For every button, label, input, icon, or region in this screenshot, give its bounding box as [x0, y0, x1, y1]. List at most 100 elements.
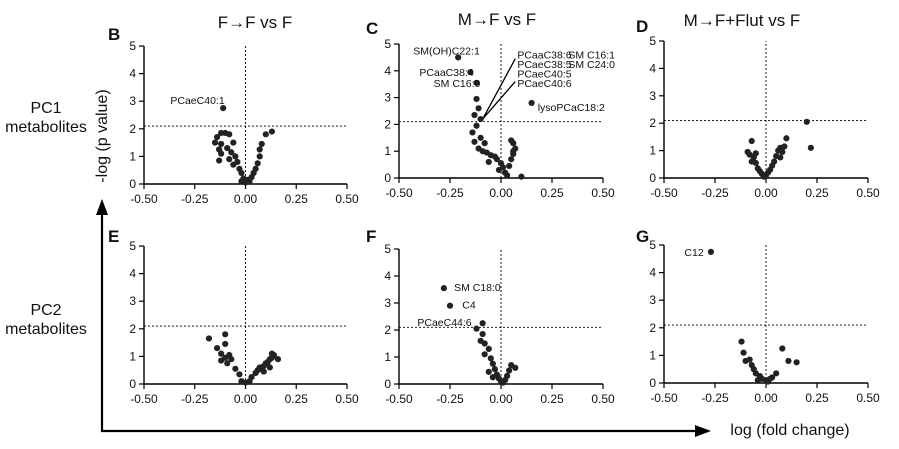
- panel-g-y-tick-label: 3: [649, 293, 656, 307]
- panel-c-annotation: PCaeC40:6: [517, 78, 571, 90]
- panel-f-annotation: C4: [462, 299, 476, 311]
- panel-g-data-point: [779, 345, 786, 352]
- panel-e-x-tick-label: 0.50: [335, 392, 359, 406]
- panel-f-data-point: [489, 360, 496, 367]
- panel-c-y-tick-label: 1: [384, 144, 391, 158]
- panel-c-data-point: [508, 156, 515, 163]
- panel-b-data-point: [238, 169, 245, 177]
- panel-g-data-point: [773, 370, 780, 377]
- panel-f-data-point: [481, 351, 488, 358]
- panel-c-annotation: PCaaC38:4: [419, 67, 473, 79]
- panel-g-data-point: [769, 374, 776, 381]
- panel-e-data-point: [268, 350, 275, 357]
- panel-b-y-tick-label: 5: [129, 39, 136, 53]
- panel-c-annotation: PCaeC38:5: [517, 59, 571, 71]
- panel-e-data-point: [236, 371, 243, 378]
- panel-c-data-point: [495, 166, 503, 174]
- panel-g-y-tick-label: 2: [649, 321, 656, 335]
- panel-c-data-point: [528, 99, 535, 107]
- panel-b-y-tick-label: 3: [129, 94, 136, 108]
- panel-b-data-point: [213, 133, 221, 141]
- panel-d-x-tick-label: 0.50: [856, 186, 880, 200]
- panel-c-annotation: SM(OH)C22:1: [413, 46, 480, 58]
- panel-b-data-point: [226, 131, 233, 138]
- panel-b-data-point: [211, 139, 219, 146]
- panel-g-x-tick-label: 0.00: [754, 391, 778, 405]
- panel-f-annotation: SM C18:0: [454, 282, 501, 294]
- panel-d-letter: D: [636, 17, 648, 36]
- panel-c-x-tick-label: -0.25: [436, 186, 464, 200]
- panel-c-x-tick-label: 0.50: [591, 186, 615, 200]
- panel-f-x-tick-label: 0.00: [489, 392, 513, 406]
- panel-e-data-point: [224, 360, 231, 367]
- panels: B 0 1 2 3 4 5 -0.50 -0.25 0.00 0.25 0.50 PCaeC40:1 C 0…: [108, 17, 880, 406]
- panel-d-x-tick-label: -0.50: [650, 186, 678, 200]
- panel-c-data-point: [477, 115, 484, 123]
- panel-g-letter: G: [636, 227, 649, 246]
- panel-f-letter: F: [366, 227, 376, 246]
- panel-b-x-tick-label: -0.50: [130, 192, 158, 206]
- panel-d-data-point: [771, 158, 778, 165]
- y-axis-arrow-head: [96, 199, 108, 215]
- panel-d-data-point: [748, 158, 755, 165]
- panel-d-data-point: [803, 118, 810, 125]
- panel-c-data-point: [467, 69, 474, 76]
- panel-f-x-tick-label: 0.50: [591, 392, 615, 406]
- panel-f-data-point: [479, 330, 486, 338]
- panel-f-data-point: [489, 374, 496, 381]
- panel-g: G 0 1 2 3 4 5 -0.50 -0.25 0.00 0.25 0.50 C12: [636, 227, 880, 405]
- panel-c-x-tick-label: -0.50: [385, 186, 413, 200]
- panel-c-data-point: [455, 54, 462, 61]
- panel-d-x-tick-label: -0.25: [701, 186, 729, 200]
- panel-c: C 0 1 2 3 4 5 -0.50 -0.25 0.00 0.25 0.50 SM(OH)C22:1…: [366, 19, 615, 200]
- panel-d-data-point: [781, 143, 788, 150]
- panel-e-data-point: [232, 365, 239, 372]
- panel-f-x-tick-label: -0.25: [436, 392, 464, 406]
- panel-e-x-tick-label: 0.00: [234, 392, 258, 406]
- panel-b-y-tick-label: 4: [129, 67, 136, 81]
- column-title-1: F→F vs F: [218, 13, 293, 32]
- panel-g-y-tick-label: 1: [649, 348, 656, 362]
- panel-b-data-point: [230, 161, 237, 168]
- panel-e-data-point: [260, 368, 267, 375]
- panel-c-x-tick-label: 0.00: [489, 186, 513, 200]
- panel-b-data-point: [220, 105, 227, 112]
- panel-c-annotation: SM C24:0: [568, 59, 615, 71]
- panel-d: D 0 1 2 3 4 5 -0.50 -0.25 0.00 0.25 0.50: [636, 17, 880, 200]
- panel-c-data-point: [510, 148, 517, 155]
- panel-e-y-tick-label: 1: [129, 349, 136, 363]
- panel-e-data-point: [266, 364, 273, 371]
- panel-c-y-tick-label: 2: [384, 117, 391, 131]
- column-title-3: M→F+Flut vs F: [684, 11, 801, 30]
- panel-b-annotation: PCaeC40:1: [170, 95, 224, 107]
- panel-f-annotation: PCaeC44:6: [417, 317, 471, 329]
- panel-b-data-point: [232, 153, 239, 160]
- panel-g-data-point: [738, 338, 745, 345]
- panel-c-annotation: PCaeC40:5: [517, 68, 571, 80]
- panel-f-x-tick-label: -0.50: [385, 392, 413, 406]
- panel-e-y-tick-label: 4: [129, 267, 136, 281]
- panel-c-data-point: [473, 95, 480, 103]
- panel-g-y-tick-label: 0: [649, 376, 656, 390]
- panel-c-y-tick-label: 3: [384, 91, 391, 105]
- panel-f-data-point: [485, 368, 492, 375]
- panel-f-data-point: [504, 372, 511, 379]
- column-title-2: M→F vs F: [458, 10, 536, 29]
- panel-e-y-tick-label: 0: [129, 377, 136, 391]
- panel-e-data-point: [222, 340, 229, 348]
- panel-f-data-point: [512, 364, 519, 371]
- panel-b-x-tick-label: -0.25: [181, 192, 209, 206]
- panel-f-y-tick-label: 5: [384, 242, 391, 256]
- panel-d-y-tick-label: 4: [649, 61, 656, 75]
- panel-b-data-point: [252, 165, 259, 172]
- static-layer: F→F vs F M→F vs F M→F+Flut vs F PC1 meta…: [5, 10, 850, 439]
- panel-d-y-tick-label: 1: [649, 144, 656, 158]
- panel-e-data-point: [222, 331, 229, 338]
- panel-g-x-tick-label: 0.50: [856, 391, 880, 405]
- panel-b-x-tick-label: 0.25: [285, 192, 309, 206]
- panel-d-data-point: [807, 144, 814, 151]
- panel-f-data-point: [440, 285, 447, 292]
- panel-c-y-tick-label: 0: [384, 171, 391, 185]
- panel-d-y-tick-label: 2: [649, 116, 656, 130]
- panel-f-data-point: [473, 325, 480, 332]
